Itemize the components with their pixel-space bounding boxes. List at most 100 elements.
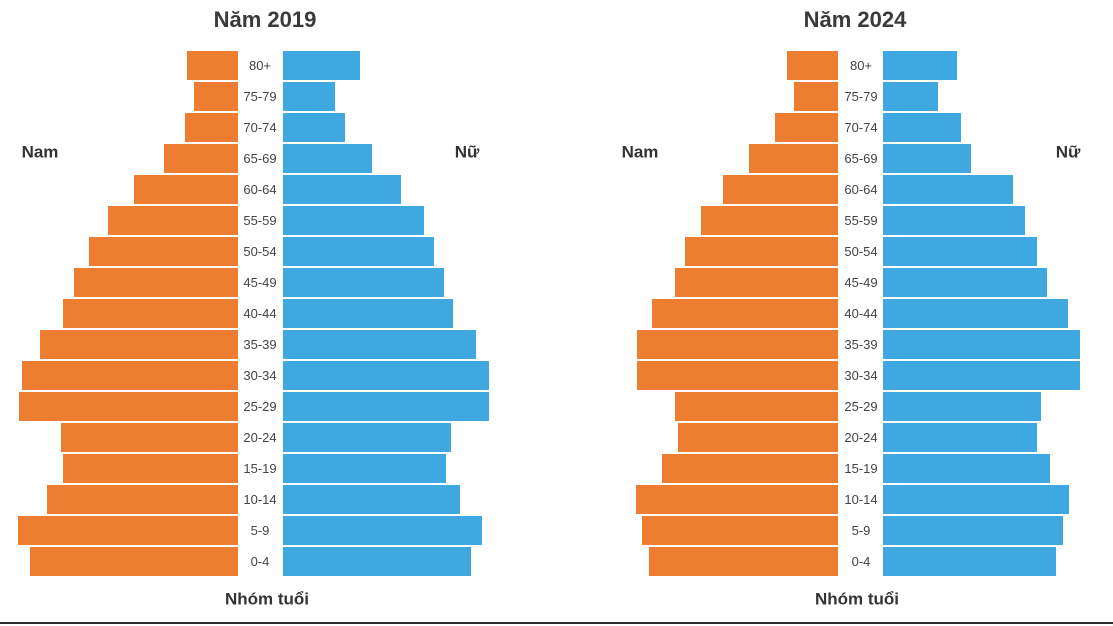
bar-male-5-9 [18,516,238,545]
bar-female-55-59 [283,206,424,235]
chart-title: Năm 2019 [214,7,317,32]
bar-female-10-14 [283,485,460,514]
bar-female-50-54 [283,237,434,266]
age-group-label: 70-74 [243,120,276,135]
legend-label-female: Nữ [1056,142,1081,161]
bar-male-65-69 [749,144,838,173]
bar-male-25-29 [19,392,238,421]
bar-male-25-29 [675,392,838,421]
bar-male-50-54 [89,237,238,266]
legend-label-male: Nam [22,142,59,161]
age-group-label: 65-69 [243,151,276,166]
bar-female-20-24 [283,423,451,452]
age-group-label: 60-64 [844,182,877,197]
bar-male-0-4 [30,547,238,576]
bar-female-55-59 [883,206,1025,235]
age-group-label: 75-79 [844,89,877,104]
age-group-label: 5-9 [852,523,871,538]
x-axis-label: Nhóm tuổi [225,589,309,608]
bar-male-10-14 [47,485,238,514]
x-axis-label: Nhóm tuổi [815,589,899,608]
age-group-label: 45-49 [844,275,877,290]
age-group-label: 15-19 [844,461,877,476]
bar-male-80+ [187,51,238,80]
bar-male-60-64 [134,175,238,204]
bar-male-40-44 [63,299,238,328]
age-group-label: 10-14 [243,492,276,507]
bar-female-70-74 [283,113,345,142]
bar-male-80+ [787,51,838,80]
bar-female-65-69 [283,144,372,173]
bar-female-80+ [283,51,360,80]
bar-female-20-24 [883,423,1037,452]
age-group-label: 25-29 [243,399,276,414]
bottom-divider [0,622,1113,624]
bar-male-5-9 [642,516,838,545]
bar-male-45-49 [675,268,838,297]
age-group-label: 40-44 [243,306,276,321]
age-group-label: 70-74 [844,120,877,135]
bar-male-75-79 [794,82,838,111]
age-group-label: 55-59 [844,213,877,228]
bar-female-15-19 [883,454,1050,483]
age-group-label: 30-34 [243,368,276,383]
bar-female-75-79 [283,82,335,111]
bar-male-45-49 [74,268,238,297]
bar-male-30-34 [22,361,238,390]
age-group-label: 20-24 [844,430,877,445]
age-group-label: 35-39 [243,337,276,352]
age-group-label: 0-4 [251,554,270,569]
age-group-label: 65-69 [844,151,877,166]
bar-male-40-44 [652,299,838,328]
age-group-label: 60-64 [243,182,276,197]
age-group-label: 35-39 [844,337,877,352]
age-group-label: 25-29 [844,399,877,414]
bar-female-30-34 [883,361,1080,390]
age-group-label: 50-54 [243,244,276,259]
bar-male-0-4 [649,547,838,576]
bar-male-10-14 [636,485,838,514]
age-group-label: 75-79 [243,89,276,104]
age-group-label: 5-9 [251,523,270,538]
bar-male-55-59 [108,206,238,235]
bar-female-0-4 [883,547,1056,576]
bar-male-30-34 [637,361,838,390]
bar-female-35-39 [883,330,1080,359]
bar-female-25-29 [283,392,489,421]
bar-male-75-79 [194,82,238,111]
bar-male-35-39 [637,330,838,359]
bar-female-5-9 [283,516,482,545]
bar-male-15-19 [63,454,238,483]
bar-male-70-74 [775,113,838,142]
age-group-label: 10-14 [844,492,877,507]
age-group-label: 0-4 [852,554,871,569]
age-group-label: 80+ [850,58,872,73]
age-group-label: 30-34 [844,368,877,383]
bar-male-70-74 [185,113,238,142]
age-group-label: 15-19 [243,461,276,476]
bar-female-5-9 [883,516,1063,545]
bar-female-10-14 [883,485,1069,514]
bar-female-75-79 [883,82,938,111]
bar-male-20-24 [678,423,838,452]
legend-label-female: Nữ [455,142,480,161]
age-group-label: 20-24 [243,430,276,445]
bar-female-0-4 [283,547,471,576]
bar-male-65-69 [164,144,238,173]
bar-female-35-39 [283,330,476,359]
bar-female-25-29 [883,392,1041,421]
bar-female-65-69 [883,144,971,173]
bar-female-60-64 [883,175,1013,204]
age-group-label: 40-44 [844,306,877,321]
bar-female-15-19 [283,454,446,483]
bar-male-15-19 [662,454,838,483]
bar-female-70-74 [883,113,961,142]
bar-male-50-54 [685,237,838,266]
bar-female-45-49 [883,268,1047,297]
age-group-label: 80+ [249,58,271,73]
bar-female-40-44 [283,299,453,328]
age-group-label: 50-54 [844,244,877,259]
bar-female-60-64 [283,175,401,204]
